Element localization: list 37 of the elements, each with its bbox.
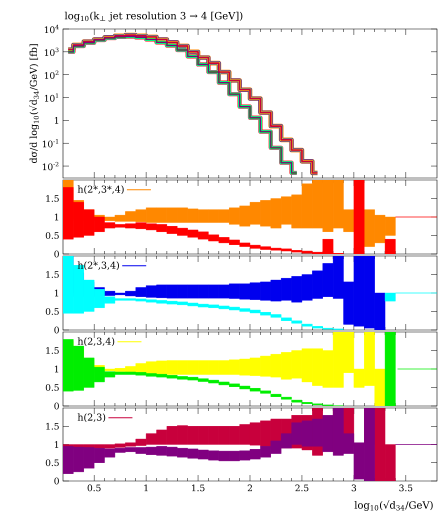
y-tick-label: 10$^{-2}$ xyxy=(42,162,58,170)
y-tick-label: 1 xyxy=(54,366,58,372)
y-tick-label: 0 xyxy=(54,250,59,258)
legend-label: h(2,3) xyxy=(78,413,106,422)
y-tick-label: 0 xyxy=(54,402,59,410)
y-tick-label: 0 xyxy=(54,326,59,334)
x-tick-label: 2.5 xyxy=(295,484,308,492)
y-tick-label: 0.5 xyxy=(46,232,59,239)
x-tick-label: 3 xyxy=(352,484,356,492)
y-tick-label: 0.5 xyxy=(46,459,59,466)
y-tick-label: 10$^{2}$ xyxy=(44,70,58,79)
legend-label: h(2*,3*,4) xyxy=(78,185,124,194)
y-tick-label: 10$^{1}$ xyxy=(44,93,58,102)
y-tick-label: 0.5 xyxy=(46,308,59,315)
y-tick-label: 1.5 xyxy=(46,271,59,278)
y-tick-label: 1.5 xyxy=(46,195,59,202)
x-tick-label: 2 xyxy=(248,484,252,492)
y-tick-label: 0.5 xyxy=(46,384,59,391)
x-axis-title: log$_{10}$(√d$_{34}$/GeV) xyxy=(354,500,433,511)
y-tick-label: 1.5 xyxy=(46,347,59,354)
y-tick-label: 1 xyxy=(54,290,58,296)
y-tick-label: 1 xyxy=(54,214,58,220)
y-tick-label: 10$^{4}$ xyxy=(44,24,59,34)
y-axis-title: dσ/d log$_{10}$(√d$_{34}$/GeV) [fb] xyxy=(29,44,39,164)
legend-label: h(2*,3,4) xyxy=(78,261,119,270)
y-tick-label: 1 xyxy=(54,117,58,124)
y-tick-label: 10$^{-1}$ xyxy=(42,139,58,148)
x-tick-label: 3.5 xyxy=(399,484,412,492)
x-tick-label: 1 xyxy=(144,484,148,492)
y-tick-label: 10$^{3}$ xyxy=(44,48,59,56)
chart-title: log$_{10}$(k$_{⊥}$ jet resolution 3 → 4 [GeV]) xyxy=(64,12,242,22)
x-tick-label: 1.5 xyxy=(192,484,204,492)
y-tick-label: 1 xyxy=(54,441,58,448)
x-tick-label: 0.5 xyxy=(88,484,101,492)
y-tick-label: 1.5 xyxy=(46,422,59,430)
legend-label: h(2,3,4) xyxy=(78,337,114,346)
y-tick-label: 0 xyxy=(54,478,59,484)
